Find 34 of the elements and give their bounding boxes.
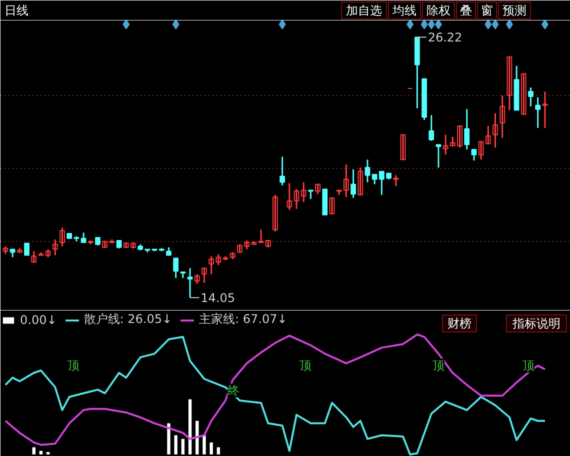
candlestick (400, 134, 406, 160)
candlestick (329, 197, 335, 215)
candlestick (520, 73, 526, 115)
text: 除权 (426, 4, 450, 18)
text: 预测 (502, 4, 526, 18)
text: 均线 (392, 4, 416, 18)
legend-label: 主家线: 67.07↓ (199, 311, 288, 328)
legend-label: 0.00↓ (20, 312, 57, 326)
bar (216, 447, 220, 454)
annotation: 顶 (300, 358, 312, 372)
bar (188, 399, 192, 454)
bar (202, 435, 206, 454)
text: 26.22 (428, 30, 462, 45)
chart-title: 日线 (4, 4, 28, 18)
bar (39, 450, 43, 454)
text: 14.05 (200, 291, 236, 306)
bar (32, 447, 36, 454)
bar (167, 423, 170, 454)
text: 叠 (460, 4, 472, 18)
candlestick (322, 188, 328, 216)
text: 窗 (481, 4, 493, 18)
bar (181, 438, 185, 454)
annotation: 终 (228, 384, 240, 398)
annotation: 顶 (522, 358, 534, 372)
legend-label: 散户线: 26.05↓ (84, 311, 172, 328)
annotation: 顶 (432, 358, 444, 372)
bar (210, 442, 213, 454)
annotation: 顶 (68, 358, 80, 372)
text: 加自选 (346, 4, 382, 18)
bar (174, 435, 178, 454)
candlestick (24, 242, 30, 256)
candlestick (66, 232, 72, 239)
text: 指标说明 (512, 316, 560, 330)
text: 财榜 (448, 316, 472, 330)
